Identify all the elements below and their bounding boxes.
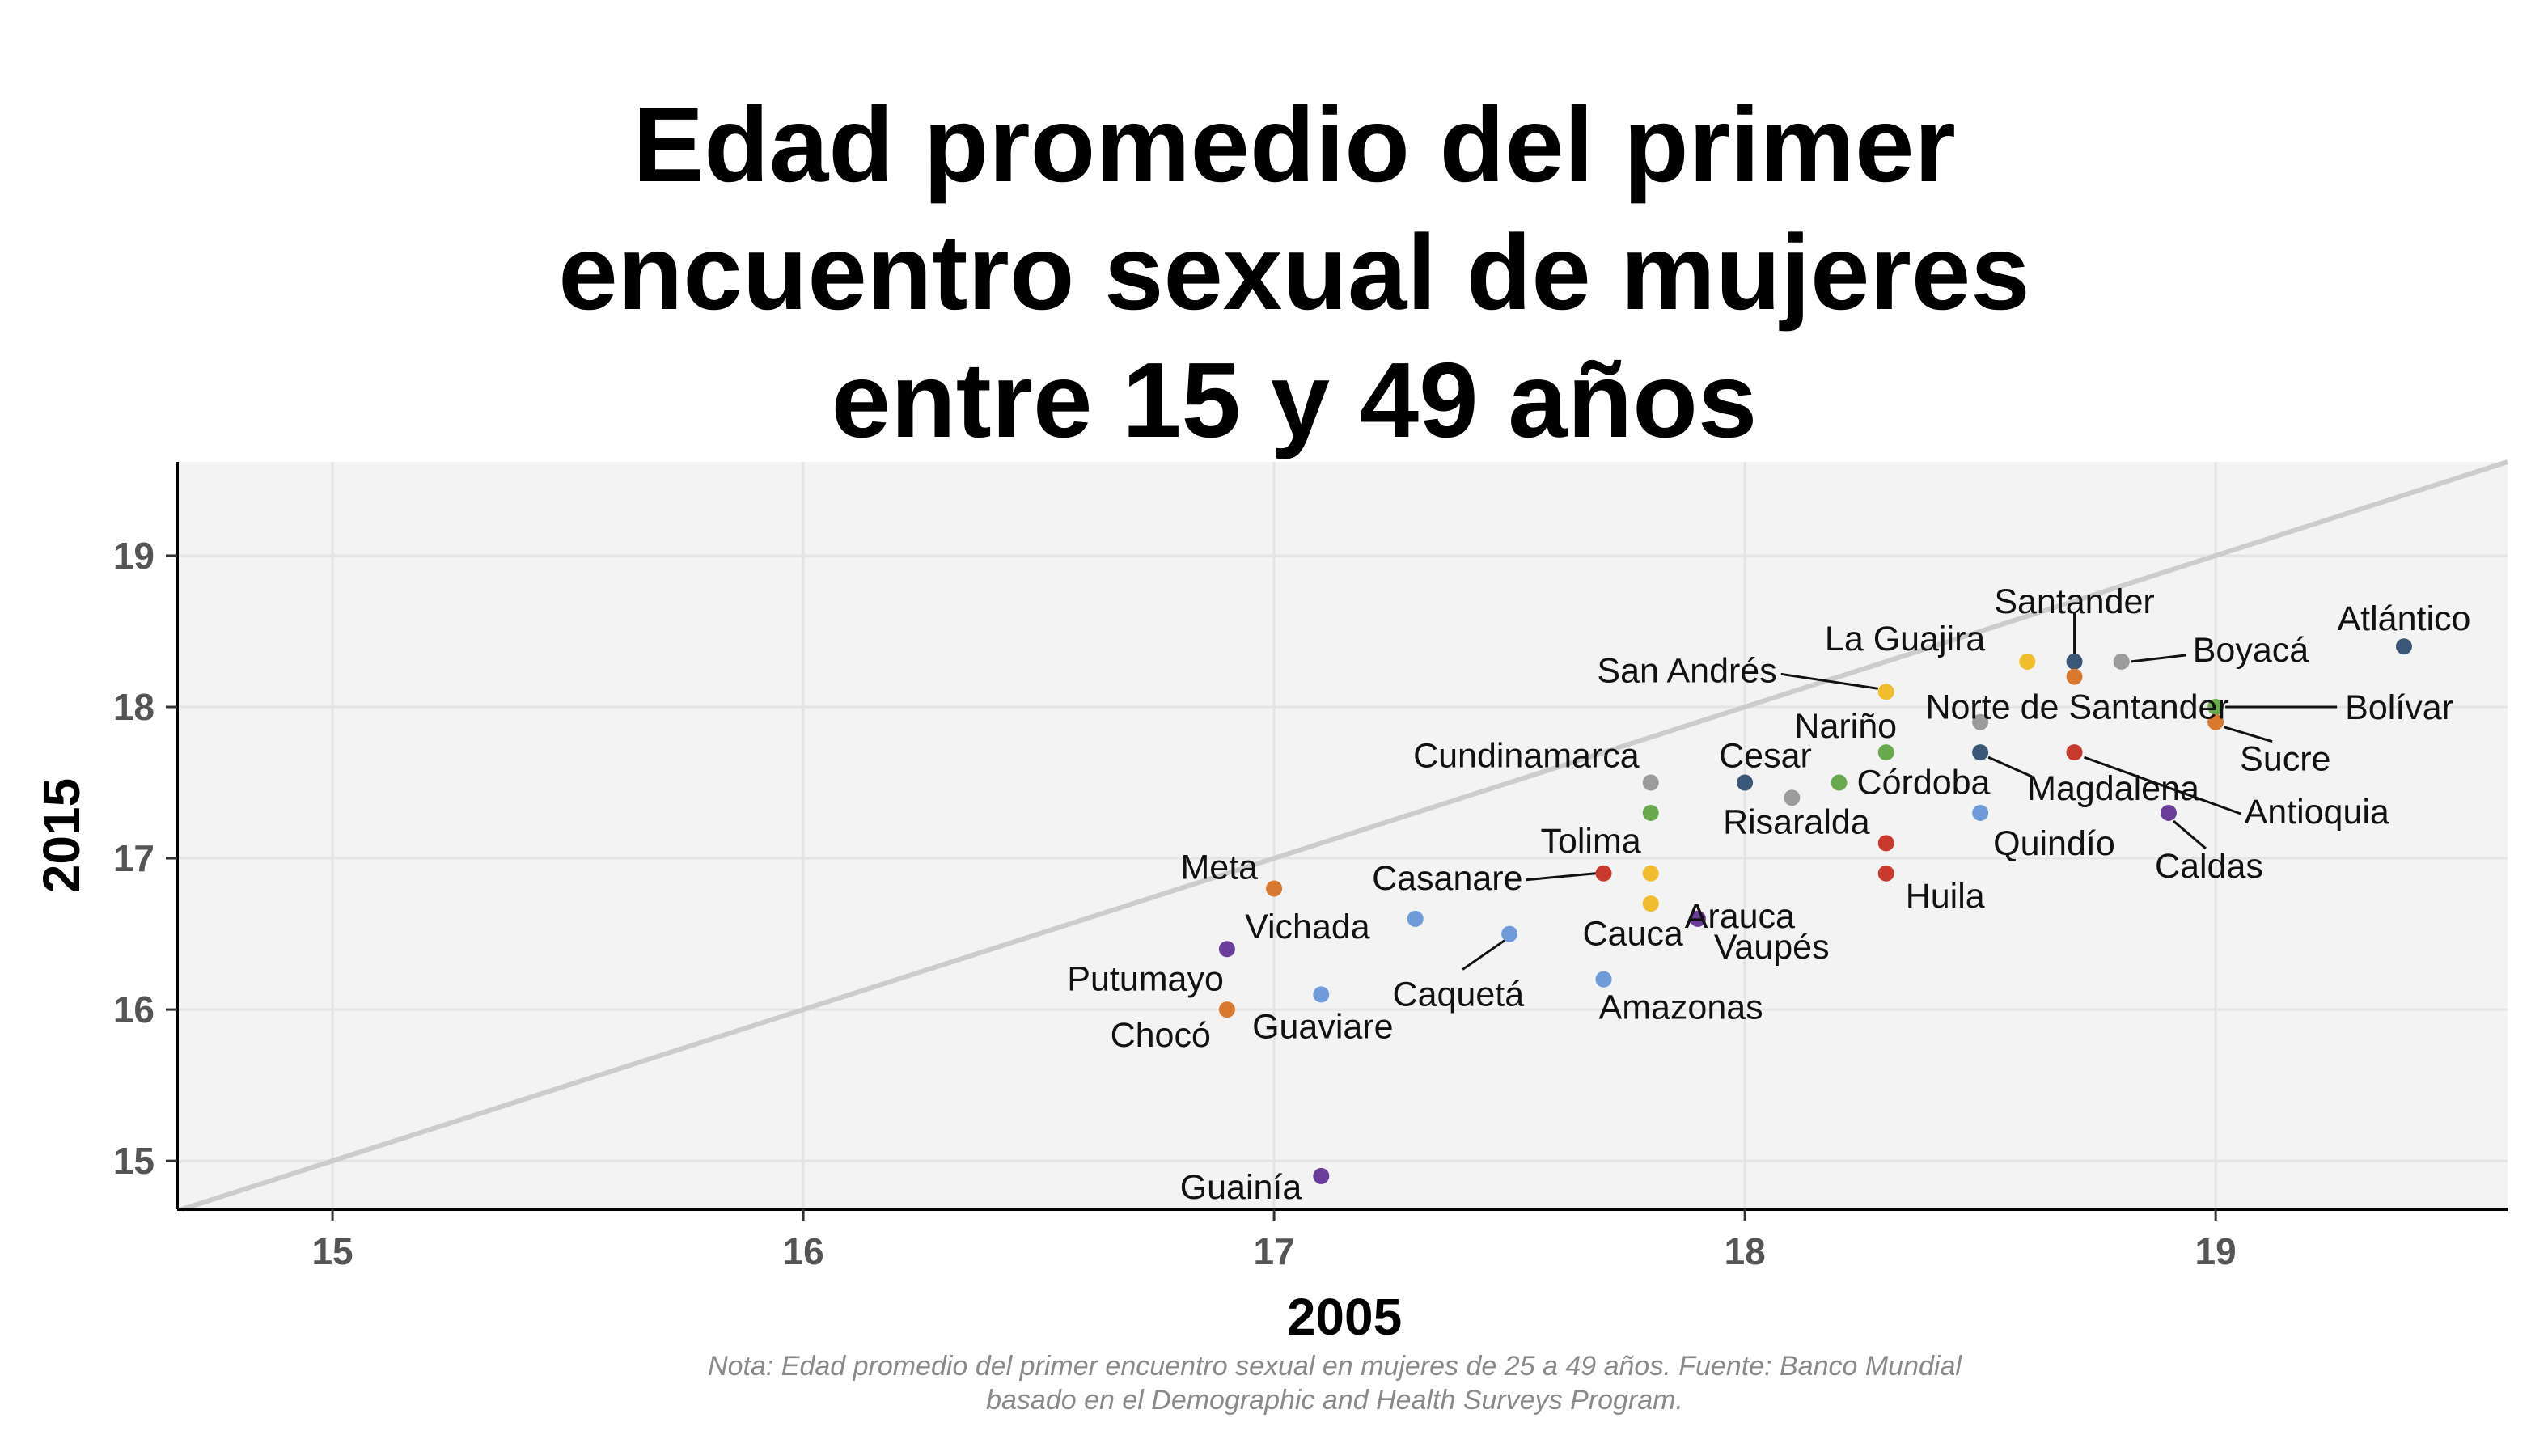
data-point [1972, 804, 1989, 821]
point-label: Quindío [1993, 824, 2115, 863]
data-point [2113, 653, 2130, 670]
axes [176, 462, 2508, 1211]
data-point [2207, 699, 2224, 716]
data-point [1877, 835, 1894, 852]
point-label: Tolima [1540, 822, 1640, 861]
point-label: Cundinamarca [1413, 737, 1640, 776]
point-label: Sucre [2240, 740, 2330, 779]
point-label: Guainía [1180, 1168, 1302, 1207]
y-tick-label: 15 [113, 1140, 154, 1182]
data-point [2066, 653, 2083, 670]
point-label: La Guajira [1825, 620, 1985, 658]
data-point [1407, 910, 1424, 927]
point-label: Magdalena [2027, 769, 2199, 808]
data-point [2160, 804, 2177, 821]
point-label: Cesar [1719, 737, 1812, 776]
data-point [1737, 774, 1754, 791]
label-leader [1780, 672, 1878, 690]
point-label: Guaviare [1252, 1007, 1393, 1046]
data-point [1595, 865, 1612, 882]
data-point [1877, 684, 1894, 700]
point-label: Caquetá [1393, 976, 1525, 1014]
point-label: Atlántico [2337, 599, 2470, 638]
data-point [1831, 774, 1848, 791]
label-leader [2084, 756, 2242, 815]
point-label: Santander [1994, 582, 2154, 621]
data-point [1877, 865, 1894, 882]
point-label: Casanare [1372, 859, 1522, 898]
data-points [1218, 638, 2412, 1184]
data-point [1972, 744, 1989, 761]
point-label: Norte de Santander [1925, 688, 2228, 727]
label-leader [1526, 872, 1596, 882]
point-label: Meta [1180, 848, 1258, 887]
data-point [2066, 668, 2083, 685]
y-tick-label: 19 [113, 535, 154, 577]
data-point [1972, 713, 1989, 730]
data-point [2066, 744, 2083, 761]
data-point [1266, 880, 1283, 897]
point-label: Nariño [1794, 707, 1897, 746]
label-leader [1987, 756, 2033, 778]
point-label: Chocó [1111, 1016, 1211, 1055]
x-tick-label: 18 [1725, 1230, 1766, 1272]
data-point [1595, 971, 1612, 988]
y-tick-label: 16 [113, 988, 154, 1031]
point-label: Risaralda [1723, 802, 1870, 841]
point-label: Caldas [2155, 847, 2263, 886]
data-point [1689, 910, 1706, 927]
label-leader [2223, 726, 2273, 743]
data-point [1642, 865, 1659, 882]
y-tick-label: 18 [113, 686, 154, 728]
data-point [1877, 744, 1894, 761]
x-tick-label: 19 [2195, 1230, 2237, 1272]
data-point [1501, 925, 1518, 942]
y-tick-label: 17 [113, 837, 154, 879]
point-label: Boyacá [2193, 631, 2309, 670]
point-label: San Andrés [1597, 651, 1776, 690]
point-label: Amazonas [1599, 988, 1763, 1027]
x-tick-label: 17 [1254, 1230, 1295, 1272]
label-leader [2131, 654, 2186, 663]
point-label: Bolívar [2345, 688, 2453, 727]
point-label: Arauca [1685, 897, 1795, 936]
x-axis-title: 2005 [1287, 1288, 1402, 1346]
data-point [1784, 789, 1801, 806]
point-label: Vichada [1245, 908, 1370, 946]
grid-lines [177, 462, 2508, 1209]
data-point [1642, 804, 1659, 821]
point-label: Córdoba [1857, 764, 1991, 802]
y-axis-title: 2015 [32, 778, 91, 893]
data-point [1313, 986, 1330, 1003]
reference-line [180, 459, 2508, 1212]
data-point [2207, 713, 2224, 730]
label-leaders [1462, 612, 2338, 971]
point-labels: Atlántico Santander Boyacá La Guajira San An… [1067, 582, 2470, 1207]
point-label: Cauca [1583, 915, 1683, 954]
x-tick-label: 16 [783, 1230, 824, 1272]
data-point [2019, 653, 2036, 670]
data-point [2395, 638, 2412, 655]
point-label: Vaupés [1714, 928, 1830, 967]
label-leader [1462, 939, 1505, 971]
data-point [1218, 1001, 1235, 1018]
chart-title: Edad promedio del primer encuentro sexua… [558, 85, 2030, 459]
data-point [1218, 941, 1235, 958]
label-leader [2172, 819, 2207, 850]
chart-note: Nota: Edad promedio del primer encuentro… [708, 1351, 1962, 1416]
ticks: 15 16 17 18 19 15 16 17 18 19 [113, 535, 2237, 1272]
point-label: Putumayo [1067, 959, 1224, 998]
x-tick-label: 15 [311, 1230, 353, 1272]
data-point [1642, 774, 1659, 791]
point-label: Huila [1906, 877, 1985, 916]
data-point [1313, 1167, 1330, 1184]
point-label: Antioquia [2245, 793, 2389, 832]
data-point [1642, 895, 1659, 912]
